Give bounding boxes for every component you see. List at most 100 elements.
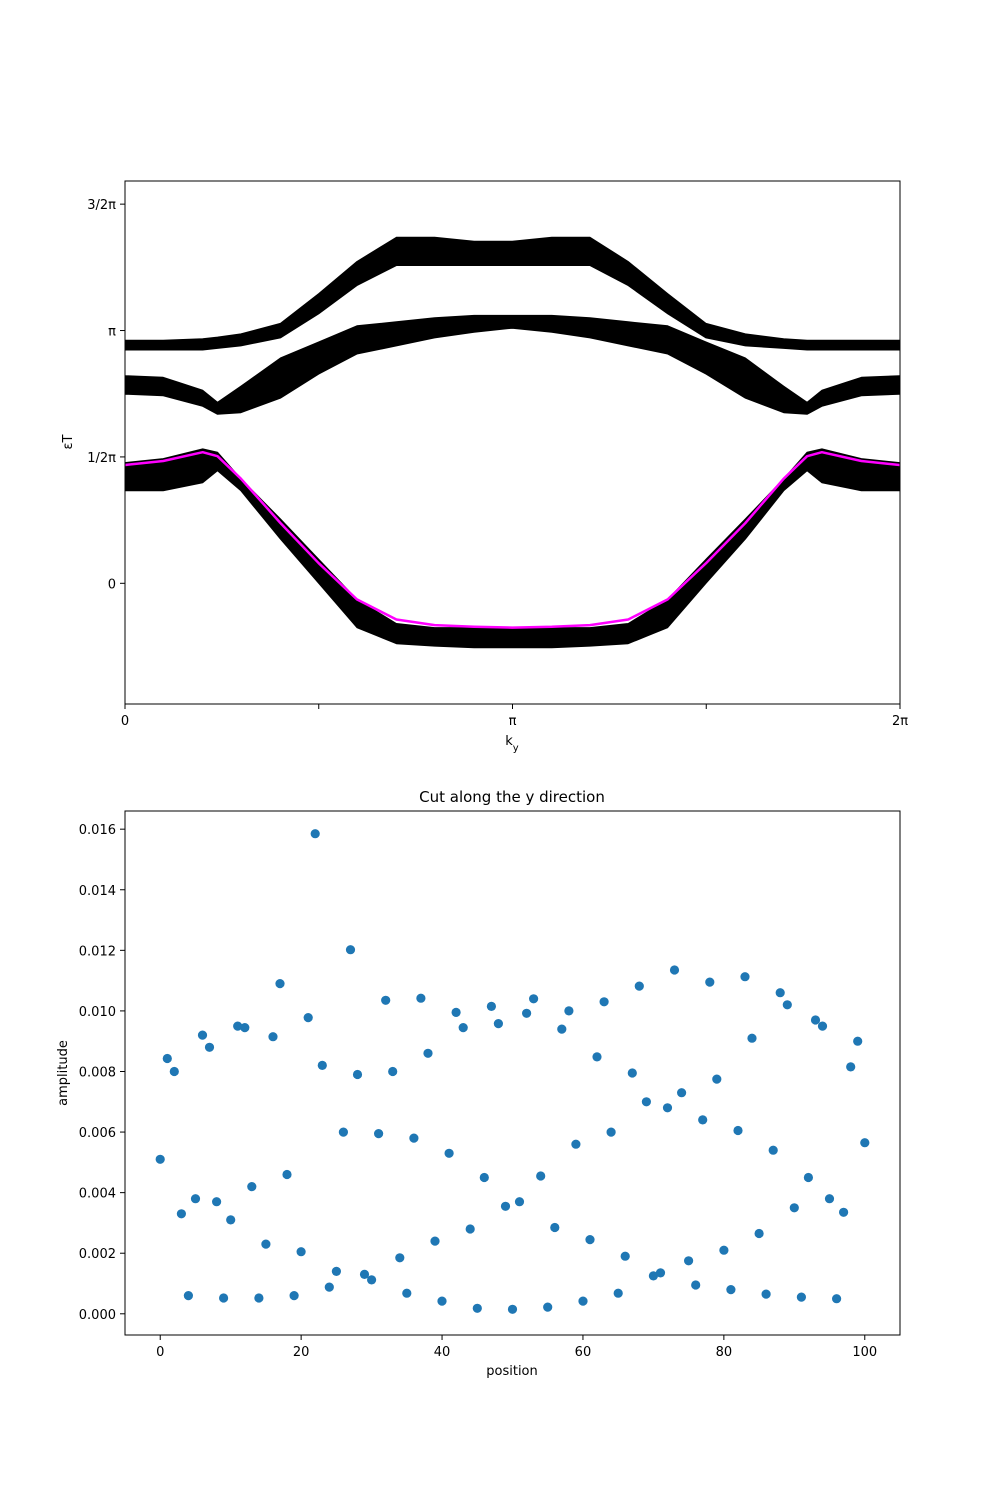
band-y-tick-label: 3/2π xyxy=(87,198,116,213)
scatter-y-tick-label: 0.000 xyxy=(79,1308,116,1323)
scatter-point xyxy=(712,1074,722,1084)
scatter-point xyxy=(289,1291,299,1301)
scatter-point xyxy=(444,1148,454,1158)
scatter-point xyxy=(775,988,785,998)
band-x-tick-label: π xyxy=(509,714,517,729)
scatter-point xyxy=(162,1053,172,1064)
scatter-point xyxy=(437,1296,447,1306)
scatter-point xyxy=(726,1285,736,1295)
band-y-tick-label: 0 xyxy=(108,577,116,592)
scatter-point xyxy=(684,1256,694,1266)
scatter-x-tick-label: 60 xyxy=(575,1345,592,1360)
scatter-point xyxy=(507,1304,518,1314)
scatter-point xyxy=(409,1133,419,1143)
scatter-point xyxy=(176,1209,186,1219)
scatter-point xyxy=(247,1182,257,1192)
scatter-point xyxy=(472,1303,482,1313)
scatter-point xyxy=(655,1268,666,1278)
band-y-ticks: 0 1/2π π 3/2π xyxy=(87,198,125,592)
scatter-x-tick-label: 80 xyxy=(716,1345,733,1360)
scatter-point xyxy=(381,995,391,1005)
scatter-y-tick-label: 0.014 xyxy=(79,884,116,899)
scatter-point xyxy=(641,1097,652,1107)
scatter-point xyxy=(677,1088,687,1098)
edge-state-line xyxy=(124,450,900,629)
scatter-point xyxy=(853,1036,863,1046)
band-x-ticks: 0 π 2π xyxy=(121,704,908,729)
scatter-point xyxy=(620,1251,630,1261)
scatter-point xyxy=(430,1236,440,1246)
scatter-point xyxy=(254,1293,264,1303)
scatter-point xyxy=(522,1008,532,1018)
scatter-point xyxy=(613,1288,623,1298)
scatter-plot-frame xyxy=(124,810,901,1336)
scatter-point xyxy=(183,1291,193,1301)
scatter-point xyxy=(550,1222,560,1233)
scatter-point xyxy=(352,1069,363,1080)
scatter-point xyxy=(740,972,750,982)
scatter-point xyxy=(803,1172,814,1183)
scatter-point xyxy=(268,1032,278,1042)
scatter-point xyxy=(698,1115,708,1125)
scatter-point xyxy=(606,1127,616,1137)
scatter-point xyxy=(416,993,426,1003)
scatter-point xyxy=(169,1066,179,1077)
scatter-point xyxy=(733,1125,743,1136)
scatter-point xyxy=(648,1271,659,1281)
scatter-point xyxy=(564,1006,574,1016)
scatter-point xyxy=(226,1215,236,1225)
scatter-point xyxy=(705,977,715,987)
scatter-point xyxy=(747,1033,757,1043)
edge-state-layer xyxy=(124,450,900,629)
scatter-point xyxy=(557,1024,567,1034)
scatter-x-tick-label: 40 xyxy=(434,1345,451,1360)
scatter-point xyxy=(423,1048,433,1058)
scatter-point xyxy=(627,1068,637,1078)
scatter-point xyxy=(578,1296,588,1306)
scatter-point xyxy=(719,1245,729,1255)
band-y-axis-label: εT xyxy=(61,434,76,449)
scatter-point xyxy=(536,1171,546,1181)
scatter-y-axis-label: amplitude xyxy=(56,1040,71,1106)
scatter-point xyxy=(465,1224,475,1234)
scatter-x-tick-label: 20 xyxy=(293,1345,310,1360)
scatter-point xyxy=(458,1023,468,1033)
scatter-point xyxy=(796,1292,807,1302)
scatter-point xyxy=(395,1253,405,1263)
scatter-y-tick-label: 0.010 xyxy=(79,1005,116,1020)
scatter-point xyxy=(155,1154,165,1164)
scatter-point xyxy=(345,945,356,955)
scatter-point xyxy=(219,1293,229,1303)
scatter-point xyxy=(331,1266,341,1276)
scatter-y-tick-label: 0.008 xyxy=(79,1065,116,1080)
scatter-point xyxy=(662,1103,673,1113)
scatter-point xyxy=(493,1019,503,1029)
scatter-point xyxy=(846,1062,856,1072)
band-y-tick-label: π xyxy=(108,325,116,340)
scatter-x-ticks: 0 20 40 60 80 100 xyxy=(156,1335,877,1360)
scatter-points-layer xyxy=(155,829,870,1314)
scatter-point xyxy=(212,1197,222,1207)
scatter-point xyxy=(388,1066,398,1077)
scatter-point xyxy=(514,1197,525,1207)
scatter-point xyxy=(761,1289,771,1299)
scatter-y-tick-label: 0.004 xyxy=(79,1187,116,1202)
scatter-point xyxy=(374,1129,384,1139)
scatter-point xyxy=(296,1247,306,1257)
scatter-chart: Cut along the y direction 0 20 40 60 80 100 0… xyxy=(56,788,901,1379)
scatter-point xyxy=(832,1294,842,1304)
scatter-y-tick-label: 0.002 xyxy=(79,1247,116,1262)
scatter-point xyxy=(768,1145,778,1155)
band-x-axis-label-subscript: y xyxy=(513,743,519,754)
scatter-point xyxy=(592,1052,602,1062)
scatter-x-tick-label: 100 xyxy=(852,1345,877,1360)
scatter-point xyxy=(486,1001,496,1012)
scatter-point xyxy=(359,1269,370,1279)
scatter-point xyxy=(451,1007,461,1018)
scatter-point xyxy=(338,1127,348,1137)
scatter-point xyxy=(543,1302,553,1312)
scatter-point xyxy=(599,997,609,1007)
scatter-point xyxy=(303,1013,313,1023)
